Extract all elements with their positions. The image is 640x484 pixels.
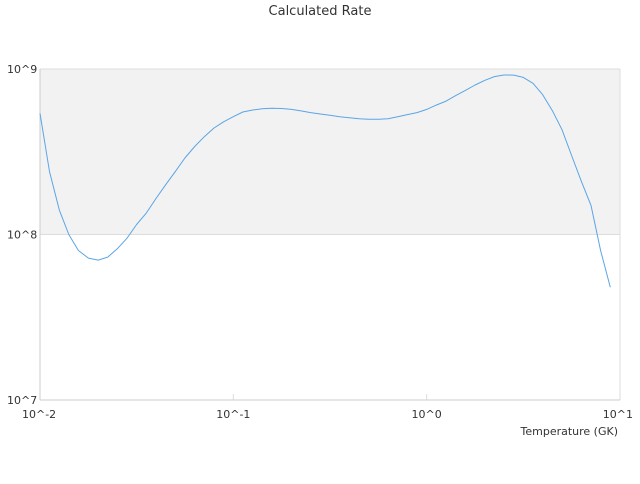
x-axis-title: Temperature (GK) <box>520 425 619 438</box>
x-tick-label: 10^1 <box>603 408 633 421</box>
y-tick-label: 10^7 <box>7 394 37 407</box>
series-layer <box>39 74 611 288</box>
x-tick-label: 10^0 <box>412 408 442 421</box>
x-tick-label: 10^-1 <box>216 408 250 421</box>
y-tick-label: 10^8 <box>7 229 37 242</box>
tick-label-layer: 10^7 10^8 10^9 10^-2 10^-1 10^0 10^1 <box>7 63 633 421</box>
plot-band <box>40 69 620 235</box>
axis-layer <box>39 69 620 401</box>
rate-series-line <box>39 74 611 288</box>
band-layer <box>40 69 620 235</box>
chart-title: Calculated Rate <box>268 4 372 19</box>
y-tick-label: 10^9 <box>7 63 37 76</box>
x-tick-label: 10^-2 <box>22 408 56 421</box>
